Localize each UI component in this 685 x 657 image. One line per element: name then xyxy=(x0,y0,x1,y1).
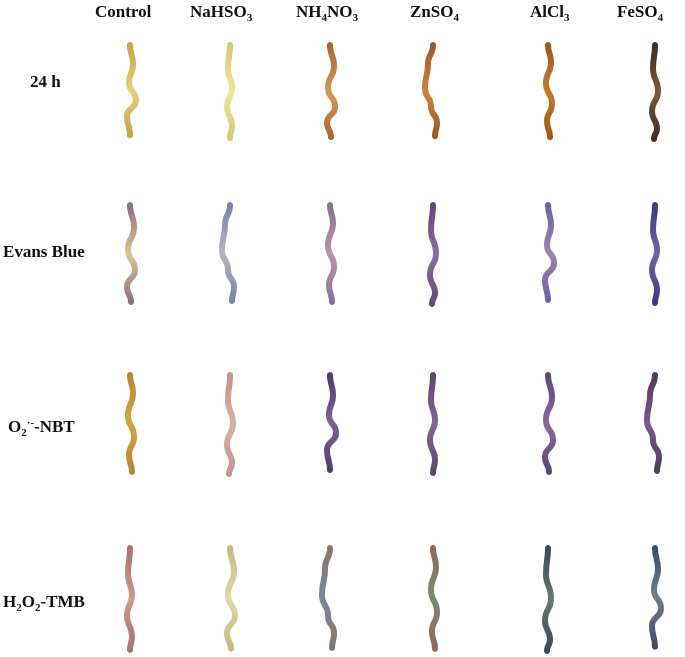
column-header-nh4no3: NH4NO3 xyxy=(296,2,359,24)
root-24h-feso4 xyxy=(648,42,662,143)
column-header-text: NO xyxy=(327,2,353,21)
root-24h-alcl3 xyxy=(542,42,556,141)
root-tmb-nh4no3 xyxy=(318,545,338,651)
root-nbt-znso4 xyxy=(426,372,439,476)
superscript: ·- xyxy=(26,417,35,429)
root-24h-nh4no3 xyxy=(323,42,339,141)
root-tmb-nahso3 xyxy=(223,545,239,652)
root-24h-control xyxy=(123,42,140,139)
subscript: 4 xyxy=(657,12,664,24)
row-label-text: 24 h xyxy=(30,72,61,91)
root-evans-nh4no3 xyxy=(324,202,338,305)
row-label-h2o2-tmb: H2O2-TMB xyxy=(3,592,85,614)
row-label-text: Evans Blue xyxy=(3,242,85,261)
column-header-text: NH xyxy=(296,2,322,21)
column-header-text: NaHSO xyxy=(190,2,247,21)
row-label-text: O xyxy=(21,592,35,611)
subscript: 2 xyxy=(21,427,27,439)
root-tmb-control xyxy=(123,545,136,653)
row-label-evans-blue: Evans Blue xyxy=(3,242,85,262)
root-nbt-feso4 xyxy=(643,372,663,474)
column-header-text: Control xyxy=(95,2,152,21)
root-tmb-feso4 xyxy=(648,545,665,650)
row-label-24h: 24 h xyxy=(30,72,61,92)
column-header-text: FeSO xyxy=(617,2,658,21)
root-24h-nahso3 xyxy=(223,42,236,142)
root-tmb-znso4 xyxy=(427,545,441,652)
row-label-superoxide-nbt: O2·--NBT xyxy=(8,417,75,439)
column-header-alcl3: AlCl3 xyxy=(530,2,570,24)
row-label-text: O xyxy=(8,417,22,436)
column-header-feso4: FeSO4 xyxy=(617,2,664,24)
column-header-znso4: ZnSO4 xyxy=(410,2,459,24)
row-label-text: -NBT xyxy=(34,417,75,436)
root-evans-nahso3 xyxy=(218,202,238,304)
root-evans-alcl3 xyxy=(541,202,558,303)
column-header-text: ZnSO xyxy=(410,2,454,21)
row-label-text: H xyxy=(3,592,17,611)
root-tmb-alcl3 xyxy=(541,545,555,654)
column-header-control: Control xyxy=(95,2,151,22)
root-evans-znso4 xyxy=(426,202,440,307)
root-nbt-alcl3 xyxy=(541,372,557,475)
subscript: 4 xyxy=(321,12,328,24)
root-24h-znso4 xyxy=(421,42,441,140)
column-header-nahso3: NaHSO3 xyxy=(190,2,253,24)
column-header-text: AlCl xyxy=(530,2,564,21)
subscript: 3 xyxy=(564,12,570,24)
subscript: 3 xyxy=(352,12,359,24)
root-evans-feso4 xyxy=(648,202,661,306)
subscript: 3 xyxy=(246,12,253,24)
subscript: 2 xyxy=(34,602,41,614)
subscript: 4 xyxy=(453,12,459,24)
row-label-text: -TMB xyxy=(40,592,85,611)
root-nbt-nh4no3 xyxy=(323,372,340,473)
subscript: 2 xyxy=(16,602,22,614)
root-nbt-control xyxy=(124,372,138,475)
root-nbt-nahso3 xyxy=(223,372,237,477)
root-evans-control xyxy=(123,202,139,305)
